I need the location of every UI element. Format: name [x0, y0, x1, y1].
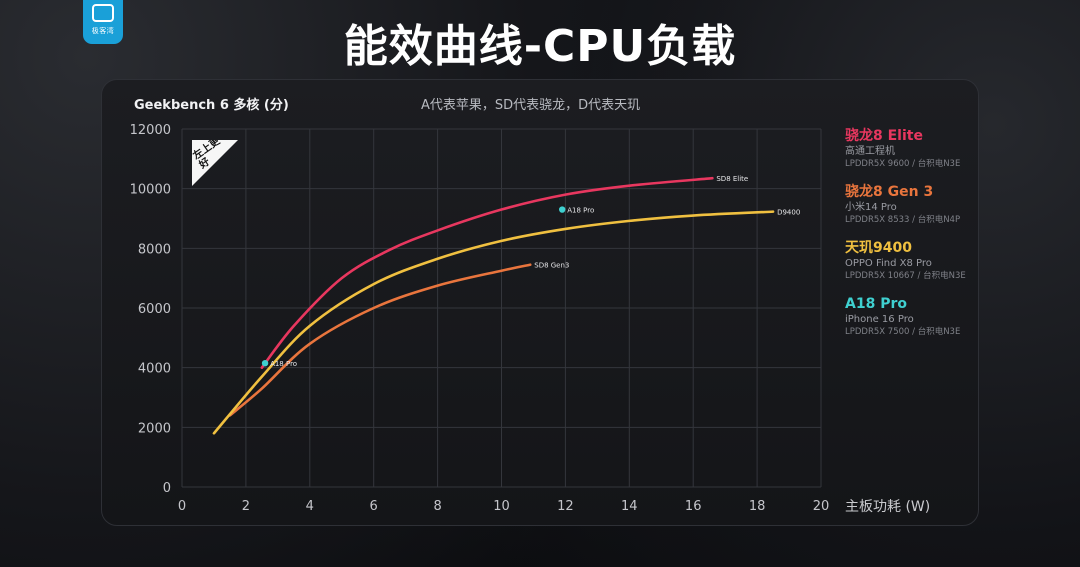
- x-axis-title: 主板功耗 (W): [845, 499, 931, 515]
- x-tick-label: 14: [621, 499, 638, 514]
- x-tick-label: 6: [370, 499, 378, 514]
- y-tick-label: 10000: [130, 183, 171, 198]
- x-tick-label: 12: [557, 499, 574, 514]
- legend-chip-name: 骁龙8 Elite: [845, 128, 923, 144]
- series-line: [212, 210, 775, 435]
- legend-chip-name: 天玑9400: [845, 240, 912, 256]
- legend-spec: LPDDR5X 8533 / 台积电N4P: [845, 215, 961, 225]
- y-tick-label: 0: [163, 481, 171, 496]
- y-tick-label: 2000: [138, 421, 171, 436]
- legend-spec: LPDDR5X 9600 / 台积电N3E: [845, 159, 961, 169]
- series-end-label: SD8 Elite: [716, 175, 748, 183]
- y-tick-label: 4000: [138, 362, 171, 377]
- point-label: A18 Pro: [567, 207, 594, 215]
- x-tick-label: 2: [242, 499, 250, 514]
- series-point: [261, 359, 269, 367]
- x-tick-label: 18: [749, 499, 766, 514]
- x-tick-label: 10: [493, 499, 510, 514]
- camera-icon: [92, 4, 114, 22]
- badge-text: 左上更好: [191, 135, 223, 172]
- y-tick-label: 8000: [138, 242, 171, 257]
- series-line: [228, 263, 532, 417]
- watermark-logo: 极客湾: [83, 0, 123, 44]
- y-tick-label: 6000: [138, 302, 171, 317]
- point-label: A18 Pro: [270, 360, 297, 368]
- legend-device: 小米14 Pro: [845, 202, 897, 213]
- chart-legend: 骁龙8 Elite 高通工程机 LPDDR5X 9600 / 台积电N3E 骁龙8 G…: [845, 128, 977, 352]
- legend-entry: A18 Pro iPhone 16 Pro LPDDR5X 7500 / 台积电N3…: [845, 296, 977, 339]
- watermark-text: 极客湾: [91, 27, 115, 35]
- legend-chip-name: 骁龙8 Gen 3: [845, 184, 934, 200]
- legend-spec: LPDDR5X 7500 / 台积电N3E: [845, 327, 961, 337]
- top-left-better-badge: 左上更好: [192, 140, 238, 186]
- series-line: [260, 176, 714, 369]
- legend-entry: 骁龙8 Gen 3 小米14 Pro LPDDR5X 8533 / 台积电N4P: [845, 184, 977, 227]
- legend-device: 高通工程机: [845, 146, 895, 157]
- chart-panel: [101, 79, 979, 526]
- legend-device: iPhone 16 Pro: [845, 314, 914, 325]
- legend-spec: LPDDR5X 10667 / 台积电N3E: [845, 271, 966, 281]
- x-tick-label: 20: [813, 499, 830, 514]
- chart-subtitle: A代表苹果，SD代表骁龙，D代表天玑: [421, 98, 641, 113]
- y-tick-label: 12000: [130, 123, 171, 138]
- page-title: 能效曲线-CPU负载: [343, 21, 737, 72]
- series-end-label: SD8 Gen3: [534, 262, 569, 270]
- series-point: [559, 206, 566, 213]
- legend-chip-name: A18 Pro: [845, 296, 907, 312]
- legend-entry: 骁龙8 Elite 高通工程机 LPDDR5X 9600 / 台积电N3E: [845, 128, 977, 171]
- legend-entry: 天玑9400 OPPO Find X8 Pro LPDDR5X 10667 / 台积…: [845, 240, 977, 283]
- series-end-label: D9400: [777, 209, 800, 217]
- chart-benchmark-label: Geekbench 6 多核 (分): [134, 98, 289, 113]
- x-tick-label: 8: [433, 499, 441, 514]
- x-tick-label: 0: [178, 499, 186, 514]
- x-tick-label: 4: [306, 499, 314, 514]
- legend-device: OPPO Find X8 Pro: [845, 258, 932, 269]
- x-tick-label: 16: [685, 499, 702, 514]
